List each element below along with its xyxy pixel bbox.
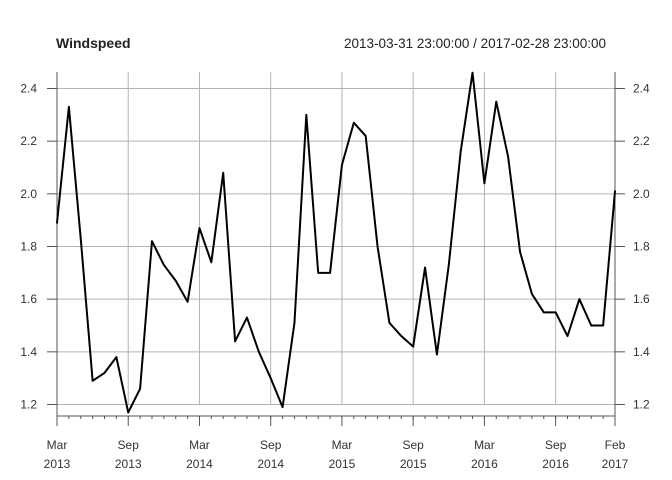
x-tick-label-month: Mar	[474, 438, 495, 452]
y-tick-label-left: 2.0	[20, 187, 37, 201]
x-tick-label-year: 2013	[115, 457, 142, 471]
data-point	[91, 380, 94, 382]
x-tick-label-month: Sep	[545, 438, 567, 452]
y-tick-label-right: 2.4	[633, 82, 650, 96]
series-layer	[56, 71, 616, 414]
y-tick-label-left: 1.8	[20, 240, 37, 254]
data-point	[447, 264, 450, 266]
data-point	[554, 311, 557, 314]
data-point	[329, 272, 331, 274]
y-tick-label-right: 1.4	[633, 345, 650, 359]
data-point	[163, 264, 165, 266]
data-point	[341, 164, 343, 166]
y-tick-label-left: 2.2	[20, 134, 37, 148]
x-tick-label-year: 2015	[329, 457, 356, 471]
y-tick-label-right: 1.2	[633, 398, 650, 412]
data-point	[566, 335, 569, 337]
data-point	[186, 301, 189, 303]
data-point	[115, 356, 118, 358]
data-point	[317, 272, 319, 274]
data-point	[174, 279, 177, 282]
y-tick-label-left: 1.6	[20, 292, 37, 306]
data-point	[483, 182, 486, 185]
data-point	[127, 411, 130, 414]
x-tick-label-month: Mar	[189, 438, 210, 452]
x-tick-label-year: 2016	[542, 457, 569, 471]
data-point	[471, 71, 474, 74]
y-tick-label-left: 1.2	[20, 398, 37, 412]
data-point	[459, 150, 462, 153]
date-range-label: 2013-03-31 23:00:00 / 2017-02-28 23:00:0…	[344, 36, 606, 51]
data-point	[388, 322, 391, 324]
data-point	[210, 261, 213, 264]
x-tick-label-month: Mar	[47, 438, 68, 452]
data-point	[578, 298, 581, 300]
tick-labels: 1.2 1.2 1.4 1.4 1.6 1.6 1.8 1.8 2.0 2.0 2.2 2.2 2.4 2…	[20, 82, 650, 472]
data-point	[614, 190, 616, 192]
x-tick-label-year: 2017	[602, 457, 629, 471]
data-point	[436, 353, 438, 356]
data-point	[151, 240, 153, 243]
y-tick-label-right: 1.8	[633, 240, 650, 254]
y-tick-label-right: 2.2	[633, 134, 650, 148]
grid-lines	[56, 72, 616, 405]
data-point	[139, 387, 141, 390]
data-point	[222, 171, 225, 174]
data-point	[424, 266, 426, 269]
x-tick-label-month: Sep	[260, 438, 282, 452]
data-point	[79, 237, 82, 240]
data-point	[293, 322, 296, 324]
data-point	[305, 114, 308, 116]
data-point	[376, 245, 379, 248]
axes	[47, 72, 625, 426]
data-point	[56, 222, 58, 224]
y-tick-label-left: 1.4	[20, 345, 37, 359]
x-tick-label-year: 2013	[44, 457, 71, 471]
data-point	[542, 311, 545, 314]
y-tick-label-left: 2.4	[20, 82, 37, 96]
data-point	[507, 156, 509, 158]
data-point	[269, 377, 272, 379]
data-point	[531, 293, 533, 295]
data-point	[281, 406, 284, 408]
x-tick-label-month: Sep	[402, 438, 424, 452]
data-point	[364, 135, 367, 137]
data-point	[103, 372, 106, 374]
data-point	[353, 121, 355, 124]
windspeed-series-line	[56, 71, 616, 414]
x-tick-label-year: 2015	[400, 457, 427, 471]
x-tick-label-month: Sep	[118, 438, 140, 452]
x-tick-label-year: 2014	[186, 457, 213, 471]
data-point	[258, 351, 260, 353]
x-tick-label-month: Mar	[332, 438, 353, 452]
chart-title: Windspeed	[56, 35, 131, 51]
data-point	[400, 335, 403, 337]
data-point	[519, 250, 521, 253]
data-point	[68, 106, 70, 108]
data-point	[495, 100, 498, 103]
data-point	[234, 340, 236, 343]
x-tick-label-year: 2014	[257, 457, 284, 471]
y-tick-label-right: 1.6	[633, 292, 650, 306]
data-point	[246, 316, 248, 319]
data-point	[198, 227, 201, 229]
y-tick-label-right: 2.0	[633, 187, 650, 201]
x-tick-label-month: Feb	[605, 438, 626, 452]
x-tick-label-year: 2016	[471, 457, 498, 471]
data-point	[590, 324, 593, 327]
data-point	[412, 345, 414, 348]
data-point	[602, 324, 604, 327]
